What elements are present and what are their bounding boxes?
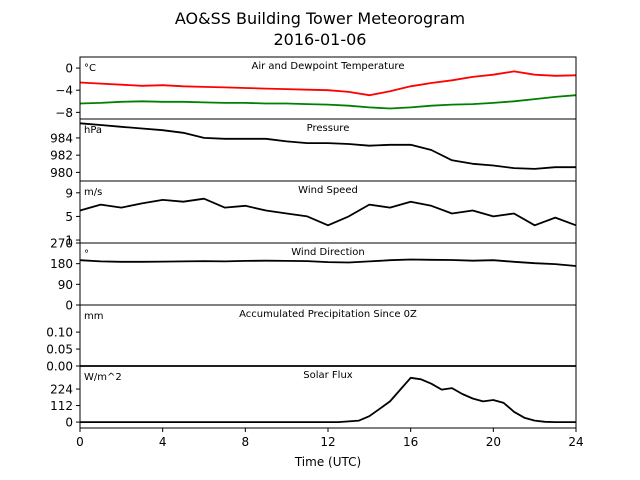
y-tick-label: 0 [65,416,73,430]
y-tick-label: −4 [55,84,73,98]
unit-label: ° [84,249,89,260]
panel-2: 984 982 980 hPa Pressure [50,118,577,182]
y-tick-label: 224 [50,383,73,397]
panel-5: 0.10 0.05 0.00 mm Accumulated Precipitation … [46,304,577,374]
x-tick-label: 24 [568,435,583,449]
panels-group: 0−4−8°C Air and Dewpoint Temperature98498… [46,56,584,449]
series-line-4-1 [79,258,577,267]
series-line-1-2 [79,94,577,110]
y-tick-label: 0 [65,62,73,76]
y-tick-label: 180 [50,257,73,271]
x-tick-label: 12 [320,435,335,449]
figure-title: AO&SS Building Tower Meteorogram [175,9,465,28]
panel-title: Wind Speed [298,185,358,196]
unit-label: mm [84,311,103,322]
panel-title: Accumulated Precipitation Since 0Z [239,309,417,320]
y-tick-label: 5 [65,210,73,224]
y-tick-label: 90 [58,278,73,292]
x-tick-label: 4 [159,435,167,449]
series-line-1-1 [79,70,577,97]
panel-1: 0 −4 −8 °C Air and Dewpoint Temperature [55,56,577,120]
y-tick-label: 0.00 [46,360,73,374]
y-tick-label: 0 [65,299,73,313]
y-tick-label: 112 [50,399,73,413]
x-tick-label: 16 [403,435,418,449]
y-tick-label: 984 [50,131,73,145]
x-tick-label: 8 [242,435,250,449]
panel-title: Air and Dewpoint Temperature [252,61,405,72]
y-tick-label: 0.10 [46,326,73,340]
panel-4: 270 180 90 0 ° Wind Direction [50,237,577,313]
unit-label: hPa [84,125,102,136]
y-tick-label: 270 [50,237,73,251]
y-tick-label: 980 [50,166,73,180]
unit-label: °C [84,63,96,74]
x-axis-label: Time (UTC) [294,455,361,469]
panel-3: 9 5 1 m/s Wind Speed [65,180,577,248]
y-tick-label: 982 [50,149,73,163]
x-tick-label: 20 [486,435,501,449]
figure-subtitle: 2016-01-06 [274,30,367,49]
x-tick-label: 0 [76,435,84,449]
panel-title: Solar Flux [303,370,353,381]
y-tick-label: 1 [65,234,73,248]
series-line-6-1 [80,376,576,424]
y-tick-label: −8 [55,106,73,120]
unit-label: W/m^2 [84,372,122,383]
unit-label: m/s [84,187,102,198]
series-line-2-1 [79,122,576,170]
panel-6: 224 112 0 W/m^2 Solar Flux 0 4 8 12 16 20 24 [50,365,584,449]
series-line-3-1 [79,197,577,227]
panel-title: Wind Direction [291,247,365,258]
y-tick-label: 0.05 [46,343,73,357]
y-tick-label: 9 [65,186,73,200]
panel-title: Pressure [307,123,350,134]
